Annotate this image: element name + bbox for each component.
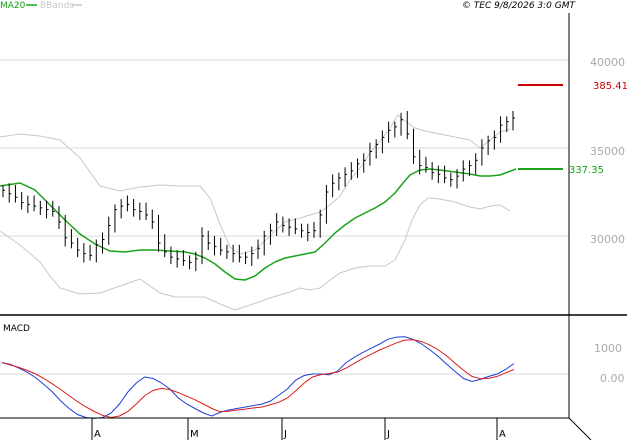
x-label-A2: A xyxy=(499,429,506,440)
copyright-label: © TEC 9/8/2026 3:0 GMT xyxy=(462,1,577,11)
x-axis-right-slant xyxy=(568,417,592,440)
macd-tick-1000: 1000 xyxy=(594,342,622,355)
x-label-M: M xyxy=(190,429,199,440)
bollinger-lower-band xyxy=(0,197,511,311)
macd-title: MACD xyxy=(3,324,30,334)
signal-line xyxy=(1,339,515,419)
x-axis-ticks: A M J J A xyxy=(91,418,506,440)
x-label-J2: J xyxy=(386,429,390,440)
ma-level-label: 337.35 xyxy=(569,165,604,176)
resistance-level-label: 385.41 xyxy=(593,81,627,92)
legend-ma20: MA20 xyxy=(0,1,26,11)
legend-bbands: BBands xyxy=(40,1,74,11)
x-label-A1: A xyxy=(94,429,101,440)
price-tick-40000: 40000 xyxy=(590,56,625,69)
price-tick-35000: 35000 xyxy=(590,145,625,158)
x-label-J1: J xyxy=(283,429,287,440)
ma20-line xyxy=(0,168,517,281)
macd-tick-0: 0.00 xyxy=(600,372,625,385)
price-tick-30000: 30000 xyxy=(590,233,625,246)
price-candles xyxy=(2,111,515,272)
bollinger-upper-band xyxy=(0,114,511,255)
price-panel: 385.41 337.35 40000 35000 30000 xyxy=(0,56,627,311)
macd-panel: MACD 1000 0.00 xyxy=(0,324,625,419)
